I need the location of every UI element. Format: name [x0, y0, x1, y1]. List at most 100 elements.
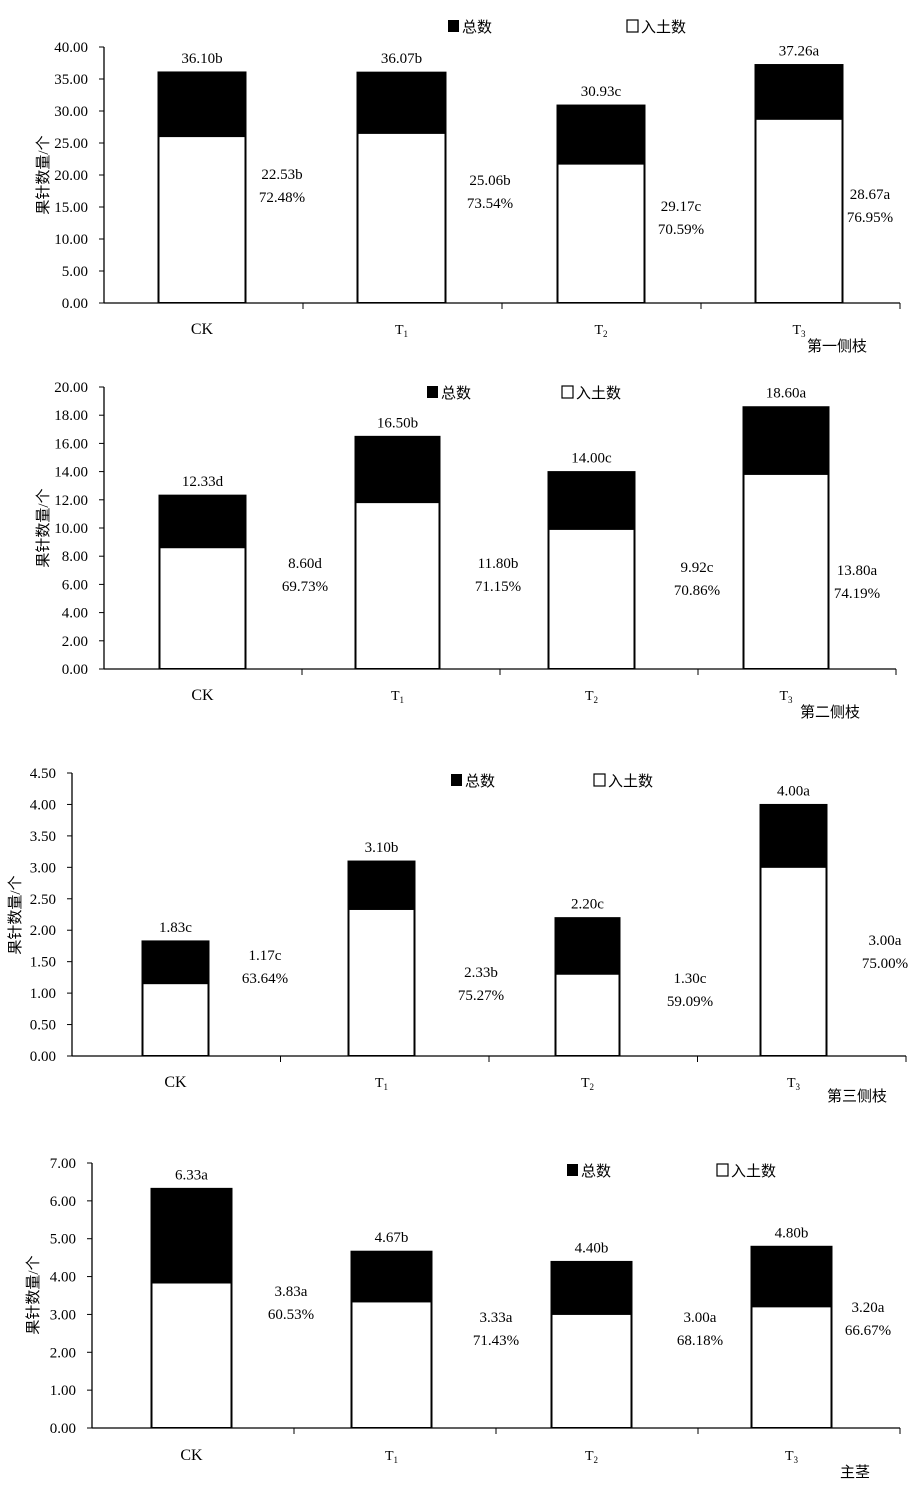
y-tick-label: 10.00 [54, 232, 88, 248]
legend-label-total: 总数 [581, 1163, 611, 1180]
x-tick-label: CK [180, 1447, 203, 1464]
legend-label-total: 总数 [441, 385, 471, 402]
x-tick-label: T2 [581, 1076, 594, 1092]
legend-swatch-soil [626, 19, 639, 33]
x-tick-label-subscript: 2 [603, 329, 608, 339]
x-tick-label: T3 [779, 689, 793, 705]
x-tick-label-subscript: 3 [801, 329, 806, 339]
x-tick-label: T1 [375, 1076, 388, 1092]
soil-label: 13.80a [837, 563, 878, 579]
x-tick-label: T3 [785, 1449, 799, 1465]
total-label: 16.50b [377, 415, 418, 431]
bar-soil-T2 [548, 528, 635, 669]
y-tick-label: 20.00 [54, 380, 88, 396]
total-label: 2.20c [571, 897, 604, 913]
y-tick-label: 0.00 [62, 662, 88, 678]
x-tick-label-main: T [385, 1449, 394, 1464]
x-tick-label-main: T [792, 323, 801, 338]
bar-soil-T2 [555, 973, 620, 1056]
soil-percent-label: 73.54% [467, 196, 513, 212]
x-tick-label-main: T [787, 1076, 796, 1091]
bar-soil-T1 [357, 132, 446, 303]
y-tick-label: 1.50 [30, 955, 56, 971]
x-tick-label-main: CK [164, 1074, 187, 1091]
x-tick-label-subscript: 3 [794, 1455, 799, 1465]
soil-percent-label: 66.67% [845, 1323, 891, 1339]
y-axis-label: 果针数量/个 [7, 875, 24, 954]
legend-swatch-total [427, 386, 438, 398]
y-axis-label: 果针数量/个 [35, 135, 52, 214]
y-tick-label: 25.00 [54, 136, 88, 152]
y-tick-label: 14.00 [54, 465, 88, 481]
x-tick-label-main: T [779, 689, 788, 704]
soil-label: 9.92c [681, 560, 714, 576]
x-tick-label-subscript: 1 [404, 329, 409, 339]
y-axis-label: 果针数量/个 [35, 488, 52, 567]
x-tick-label-main: T [585, 1449, 594, 1464]
x-tick-label-subscript: 1 [400, 695, 405, 705]
y-tick-label: 1.00 [50, 1383, 76, 1399]
y-tick-label: 2.00 [30, 923, 56, 939]
soil-label: 2.33b [464, 965, 498, 981]
soil-percent-label: 75.27% [458, 988, 504, 1004]
y-tick-label: 20.00 [54, 168, 88, 184]
soil-percent-label: 70.59% [658, 222, 704, 238]
soil-label: 8.60d [288, 556, 322, 572]
bar-soil-CK [159, 547, 246, 669]
legend-swatch-soil [561, 385, 574, 399]
y-tick-label: 2.00 [62, 634, 88, 650]
soil-percent-label: 68.18% [677, 1333, 723, 1349]
y-tick-label: 0.50 [30, 1018, 56, 1034]
y-tick-label: 7.00 [50, 1156, 76, 1172]
y-tick-label: 2.50 [30, 892, 56, 908]
panel-label: 主茎 [840, 1464, 870, 1481]
soil-label: 1.17c [249, 948, 282, 964]
y-tick-label: 15.00 [54, 200, 88, 216]
y-tick-label: 0.00 [62, 296, 88, 312]
soil-label: 11.80b [478, 556, 519, 572]
x-tick-label-subscript: 3 [788, 695, 793, 705]
total-label: 4.67b [375, 1230, 409, 1246]
y-tick-label: 0.00 [30, 1049, 56, 1065]
x-tick-label-main: T [395, 323, 404, 338]
total-label: 30.93c [581, 84, 622, 100]
legend-swatch-soil [716, 1163, 729, 1177]
y-tick-label: 4.00 [50, 1270, 76, 1286]
panel-label: 第二侧枝 [800, 703, 860, 721]
total-label: 37.26a [779, 44, 820, 60]
total-label: 14.00c [571, 451, 612, 467]
x-tick-label-main: T [585, 689, 594, 704]
total-label: 36.10b [181, 51, 222, 67]
x-tick-label-subscript: 1 [384, 1082, 389, 1092]
soil-percent-label: 71.15% [475, 579, 521, 595]
y-tick-label: 0.00 [50, 1421, 76, 1437]
x-tick-label: CK [164, 1074, 187, 1091]
soil-label: 3.00a [684, 1310, 717, 1326]
bar-soil-T2 [557, 163, 645, 303]
chart-panel-4: 0.00 1.00 2.00 3.00 4.00 5.00 6.00 7.00 果针数量/个 6.… [25, 1156, 901, 1481]
x-tick-label-main: T [391, 689, 400, 704]
soil-percent-label: 60.53% [268, 1307, 314, 1323]
legend-swatch-total [451, 774, 462, 786]
bar-soil-CK [151, 1282, 232, 1429]
soil-label: 3.00a [869, 933, 902, 949]
soil-percent-label: 71.43% [473, 1333, 519, 1349]
total-label: 4.00a [777, 783, 810, 799]
y-axis-label: 果针数量/个 [25, 1255, 42, 1334]
y-tick-label: 10.00 [54, 521, 88, 537]
y-tick-label: 16.00 [54, 436, 88, 452]
bar-soil-T3 [760, 866, 827, 1056]
panel-label: 第一侧枝 [807, 337, 867, 355]
total-label: 4.80b [775, 1225, 809, 1241]
x-tick-label: T3 [792, 323, 806, 339]
total-label: 6.33a [175, 1167, 208, 1183]
soil-percent-label: 59.09% [667, 994, 713, 1010]
y-tick-label: 18.00 [54, 408, 88, 424]
legend-label-soil: 入土数 [576, 385, 621, 402]
x-tick-label-subscript: 1 [394, 1455, 399, 1465]
soil-label: 1.30c [674, 971, 707, 987]
x-tick-label-subscript: 2 [594, 1455, 599, 1465]
x-tick-label: T1 [385, 1449, 398, 1465]
legend-label-total: 总数 [465, 773, 495, 790]
